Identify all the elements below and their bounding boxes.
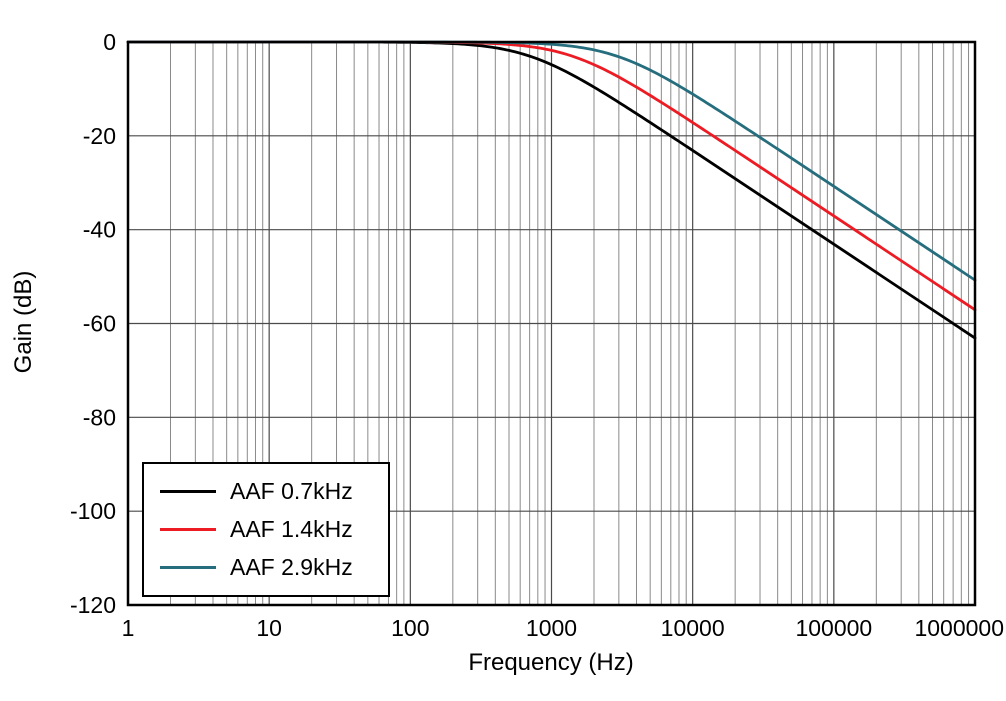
x-tick-label: 1000	[526, 615, 577, 641]
legend: AAF 0.7kHz AAF 1.4kHz AAF 2.9kHz	[142, 462, 390, 597]
x-tick-label: 100000	[795, 615, 872, 641]
legend-item: AAF 1.4kHz	[160, 516, 380, 543]
legend-line-swatch-aaf-2-9khz	[160, 566, 216, 570]
plot-frame	[126, 40, 977, 607]
y-tick-label: 0	[103, 29, 116, 55]
y-tick-label: -120	[70, 592, 116, 618]
legend-label: AAF 1.4kHz	[230, 515, 353, 542]
y-tick-label: -100	[70, 498, 116, 524]
y-tick-label: -60	[83, 311, 116, 337]
x-tick-label: 1000000	[914, 615, 1004, 641]
legend-label: AAF 0.7kHz	[230, 477, 353, 504]
legend-item: AAF 0.7kHz	[160, 478, 380, 505]
y-axis-title: Gain (dB)	[10, 270, 37, 374]
x-axis-title: Frequency (Hz)	[468, 649, 634, 676]
y-tick-label: -20	[83, 123, 116, 149]
y-tick-label: -40	[83, 217, 116, 243]
x-tick-label: 10000	[661, 615, 725, 641]
legend-line-swatch-aaf-0-7khz	[160, 489, 216, 493]
x-tick-label: 100	[391, 615, 429, 641]
legend-item: AAF 2.9kHz	[160, 554, 380, 581]
x-tick-label: 1	[122, 615, 135, 641]
x-tick-label: 10	[256, 615, 282, 641]
legend-line-swatch-aaf-1-4khz	[160, 527, 216, 531]
y-tick-label: -80	[83, 404, 116, 430]
legend-label: AAF 2.9kHz	[230, 554, 353, 581]
